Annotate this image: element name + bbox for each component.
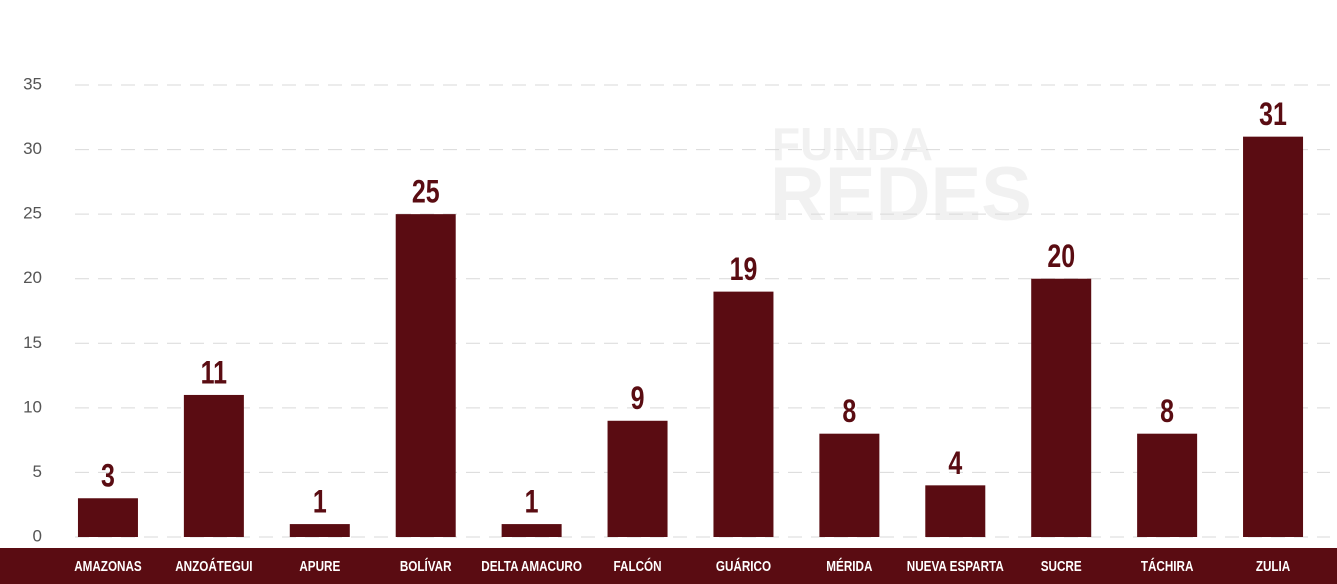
bar (183, 394, 244, 537)
value-label: 25 (412, 175, 440, 211)
value-label: 20 (1047, 239, 1075, 275)
y-tick-label: 10 (23, 397, 42, 416)
bar (1031, 278, 1092, 537)
bar (1137, 433, 1198, 537)
bar (713, 291, 774, 537)
value-label: 19 (730, 252, 758, 288)
x-tick-group: ZULIA (1256, 558, 1291, 575)
value-label-group: 1 (313, 485, 327, 521)
watermark-text: REDES (770, 152, 1032, 237)
x-tick-group: NUEVA ESPARTA (907, 558, 1004, 575)
value-label: 1 (525, 485, 539, 521)
x-tick-label: GUÁRICO (716, 558, 771, 575)
value-label-group: 9 (631, 381, 645, 417)
x-tick-label: DELTA AMACURO (481, 558, 582, 575)
x-tick-group: APURE (299, 558, 340, 575)
x-tick-label: SUCRE (1041, 558, 1082, 575)
value-label-group: 31 (1259, 97, 1287, 133)
x-tick-label: ZULIA (1256, 558, 1291, 575)
x-tick-group: GUÁRICO (716, 558, 771, 575)
bar (819, 433, 880, 537)
x-tick-group: AMAZONAS (74, 558, 142, 575)
x-tick-label: TÁCHIRA (1141, 558, 1194, 575)
value-label: 8 (1160, 394, 1174, 430)
value-label-group: 8 (842, 394, 856, 430)
x-tick-group: TÁCHIRA (1141, 558, 1194, 575)
bar (501, 524, 562, 537)
bar (77, 498, 138, 537)
value-label: 4 (948, 446, 962, 482)
value-label: 11 (201, 356, 227, 392)
y-tick-label: 20 (23, 268, 42, 287)
x-tick-group: SUCRE (1041, 558, 1082, 575)
y-tick-label: 30 (23, 139, 42, 158)
y-tick-label: 35 (23, 74, 42, 93)
y-tick-label: 25 (23, 204, 42, 223)
x-tick-group: DELTA AMACURO (481, 558, 582, 575)
x-tick-group: ANZOÁTEGUI (175, 558, 252, 575)
x-tick-group: FALCÓN (614, 558, 662, 575)
x-tick-label: BOLÍVAR (400, 558, 452, 575)
value-label: 9 (631, 381, 645, 417)
value-label-group: 8 (1160, 394, 1174, 430)
value-label: 8 (842, 394, 856, 430)
y-tick-label: 0 (33, 526, 42, 545)
value-label-group: 11 (201, 356, 227, 392)
category-band (0, 548, 1337, 584)
x-tick-group: BOLÍVAR (400, 558, 452, 575)
x-tick-label: NUEVA ESPARTA (907, 558, 1004, 575)
value-label: 3 (101, 459, 115, 495)
bar (607, 420, 668, 537)
y-tick-label: 15 (23, 333, 42, 352)
x-tick-label: FALCÓN (614, 558, 662, 575)
value-label-group: 4 (948, 446, 962, 482)
y-tick-label: 5 (33, 462, 42, 481)
bar (1243, 136, 1304, 537)
value-label-group: 20 (1047, 239, 1075, 275)
value-label: 1 (313, 485, 327, 521)
value-label: 31 (1259, 97, 1287, 133)
value-label-group: 1 (525, 485, 539, 521)
value-label-group: 3 (101, 459, 115, 495)
value-label-group: 19 (730, 252, 758, 288)
x-tick-label: AMAZONAS (74, 558, 142, 575)
bar (289, 524, 350, 537)
bar (925, 485, 986, 537)
x-tick-group: MÉRIDA (826, 558, 872, 575)
value-label-group: 25 (412, 175, 440, 211)
bar (395, 214, 456, 537)
watermark-text: FUNDA (772, 118, 933, 170)
x-tick-label: APURE (299, 558, 340, 575)
x-tick-label: ANZOÁTEGUI (175, 558, 252, 575)
x-tick-label: MÉRIDA (826, 558, 872, 575)
